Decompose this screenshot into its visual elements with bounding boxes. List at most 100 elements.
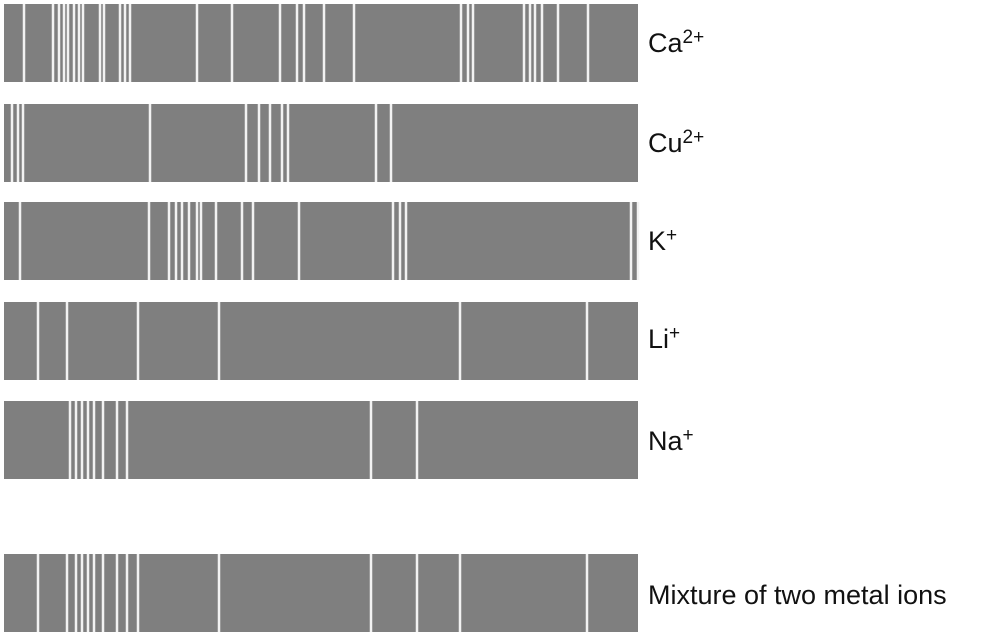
- spectral-line-mixture-4: [86, 554, 90, 632]
- spectrum-band-ca: [4, 4, 638, 82]
- spectral-line-k-12: [391, 202, 395, 280]
- label-li: Li+: [648, 323, 681, 355]
- label-na-base: Na: [648, 426, 683, 456]
- label-na-charge: +: [682, 425, 694, 446]
- spectral-line-na-5: [101, 401, 105, 479]
- spectral-line-li-4: [458, 302, 462, 380]
- spectral-line-na-8: [369, 401, 373, 479]
- spectral-line-ca-17: [302, 4, 306, 82]
- spectral-line-ca-0: [22, 4, 26, 82]
- spectral-line-cu-6: [268, 104, 272, 182]
- spectral-line-li-1: [65, 302, 69, 380]
- label-k-base: K: [648, 226, 667, 256]
- spectrum-band-na: [4, 401, 638, 479]
- spectral-line-mixture-14: [585, 554, 589, 632]
- spectral-line-cu-10: [389, 104, 393, 182]
- spectral-line-k-2: [167, 202, 171, 280]
- spectral-line-ca-16: [295, 4, 299, 82]
- spectral-line-ca-13: [195, 4, 199, 82]
- spectral-line-ca-21: [466, 4, 470, 82]
- spectral-line-k-0: [18, 202, 22, 280]
- spectral-line-cu-5: [257, 104, 261, 182]
- spectral-line-ca-18: [322, 4, 326, 82]
- spectrum-band-cu: [4, 104, 638, 182]
- spectral-line-ca-8: [98, 4, 102, 82]
- spectral-line-na-7: [125, 401, 129, 479]
- spectral-line-ca-9: [102, 4, 106, 82]
- spectral-line-k-10: [251, 202, 255, 280]
- spectral-line-mixture-3: [80, 554, 84, 632]
- spectral-line-ca-3: [62, 4, 66, 82]
- spectral-line-mixture-10: [217, 554, 221, 632]
- spectral-line-cu-4: [244, 104, 248, 182]
- label-cu-charge: 2+: [682, 127, 705, 148]
- spectral-line-li-0: [36, 302, 40, 380]
- spectral-line-ca-1: [51, 4, 55, 82]
- spectral-line-ca-2: [57, 4, 61, 82]
- spectral-line-ca-6: [77, 4, 81, 82]
- spectral-line-na-0: [68, 401, 72, 479]
- spectral-line-k-6: [195, 202, 199, 280]
- spectral-line-cu-1: [16, 104, 20, 182]
- spectral-line-ca-15: [278, 4, 282, 82]
- spectral-line-li-2: [136, 302, 140, 380]
- spectral-line-mixture-13: [458, 554, 462, 632]
- spectral-line-k-13: [398, 202, 402, 280]
- label-li-base: Li: [648, 324, 670, 354]
- label-cu: Cu2+: [648, 127, 705, 159]
- spectral-line-cu-3: [148, 104, 152, 182]
- spectrum-band-k: [4, 202, 638, 280]
- spectral-line-ca-20: [459, 4, 463, 82]
- spectral-line-k-8: [214, 202, 218, 280]
- spectral-line-ca-7: [81, 4, 85, 82]
- spectrum-band-mixture: [4, 554, 638, 632]
- spectral-line-cu-9: [374, 104, 378, 182]
- spectral-line-na-9: [415, 401, 419, 479]
- spectral-line-ca-4: [66, 4, 70, 82]
- spectral-line-ca-12: [128, 4, 132, 82]
- spectral-line-k-3: [174, 202, 178, 280]
- spectral-line-ca-27: [556, 4, 560, 82]
- spectral-line-mixture-6: [101, 554, 105, 632]
- spectral-line-mixture-2: [74, 554, 78, 632]
- spectral-line-na-3: [86, 401, 90, 479]
- label-ca-charge: 2+: [682, 27, 705, 48]
- spectral-line-cu-2: [21, 104, 25, 182]
- spectral-line-k-5: [187, 202, 191, 280]
- spectral-line-mixture-12: [415, 554, 419, 632]
- spectral-line-cu-0: [10, 104, 14, 182]
- spectral-line-k-9: [240, 202, 244, 280]
- spectrum-band-li: [4, 302, 638, 380]
- spectral-line-ca-14: [230, 4, 234, 82]
- label-ca-base: Ca: [648, 28, 683, 58]
- spectral-line-ca-22: [471, 4, 475, 82]
- spectral-line-k-11: [297, 202, 301, 280]
- spectral-line-k-1: [147, 202, 151, 280]
- spectral-line-mixture-0: [36, 554, 40, 632]
- spectral-line-na-6: [115, 401, 119, 479]
- spectral-line-mixture-8: [125, 554, 129, 632]
- label-mixture-text: Mixture of two metal ions: [648, 580, 947, 610]
- spectral-line-na-1: [74, 401, 78, 479]
- spectral-line-mixture-5: [92, 554, 96, 632]
- spectral-line-li-3: [217, 302, 221, 380]
- label-ca: Ca2+: [648, 27, 705, 59]
- spectral-line-ca-10: [118, 4, 122, 82]
- spectral-line-na-2: [80, 401, 84, 479]
- spectral-line-li-5: [585, 302, 589, 380]
- spectral-line-k-16: [636, 202, 640, 280]
- spectral-line-k-4: [180, 202, 184, 280]
- label-k-charge: +: [666, 225, 678, 246]
- spectral-line-ca-11: [123, 4, 127, 82]
- spectral-line-ca-28: [586, 4, 590, 82]
- label-cu-base: Cu: [648, 128, 683, 158]
- spectral-line-na-4: [92, 401, 96, 479]
- spectral-line-cu-8: [286, 104, 290, 182]
- spectral-line-ca-24: [528, 4, 532, 82]
- label-li-charge: +: [669, 323, 681, 344]
- label-mixture: Mixture of two metal ions: [648, 580, 947, 611]
- label-k: K+: [648, 225, 678, 257]
- spectral-line-mixture-11: [369, 554, 373, 632]
- spectral-line-ca-19: [352, 4, 356, 82]
